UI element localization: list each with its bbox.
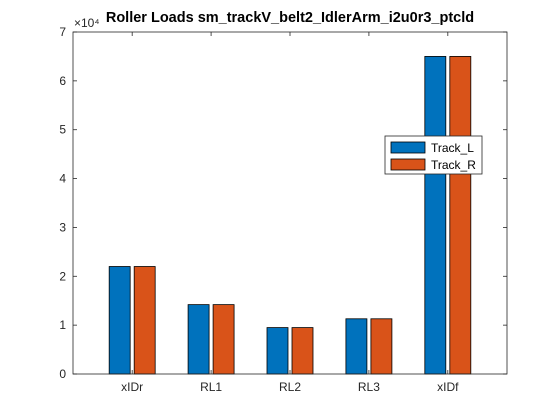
- bar-track-l-rl2: [266, 327, 289, 375]
- bar-track-r-xidf: [449, 56, 472, 375]
- bar-track-l-rl1: [187, 304, 210, 375]
- legend-label-track-r: Track_R: [431, 158, 476, 172]
- bar-track-r-rl1: [212, 304, 235, 375]
- y-tick-label: 0: [59, 367, 66, 381]
- y-tick-label: 4: [59, 172, 66, 186]
- bar-track-l-xidf: [424, 56, 447, 375]
- legend-swatch-track-l: [390, 141, 426, 154]
- legend-label-track-l: Track_L: [431, 141, 474, 155]
- y-tick-label: 7: [59, 25, 66, 39]
- ticks-group: xIDr RL1 RL2 RL3 xIDf 0 1 2 3 4 5 6 7: [59, 25, 507, 394]
- x-tick-label: RL2: [279, 380, 301, 394]
- y-tick-label: 6: [59, 74, 66, 88]
- x-tick-label: xIDf: [437, 380, 459, 394]
- axes-box: [72, 31, 508, 375]
- y-tick-label: 5: [59, 123, 66, 137]
- y-exponent-label: ×10⁴: [74, 16, 100, 30]
- bar-track-l-xidr: [108, 266, 131, 375]
- bar-track-r-rl2: [291, 327, 314, 375]
- y-tick-label: 3: [59, 220, 66, 234]
- bar-track-r-xidr: [133, 266, 156, 375]
- bar-track-l-rl3: [345, 318, 368, 375]
- x-tick-label: RL1: [200, 380, 222, 394]
- bar-track-r-rl3: [370, 318, 393, 375]
- legend-swatch-track-r: [390, 158, 426, 171]
- y-tick-label: 2: [59, 269, 66, 283]
- x-tick-label: RL3: [358, 380, 380, 394]
- chart-title: Roller Loads sm_trackV_belt2_IdlerArm_i2…: [106, 10, 474, 26]
- y-tick-label: 1: [59, 318, 66, 332]
- x-tick-label: xIDr: [121, 380, 143, 394]
- legend: Track_L Track_R: [384, 135, 483, 175]
